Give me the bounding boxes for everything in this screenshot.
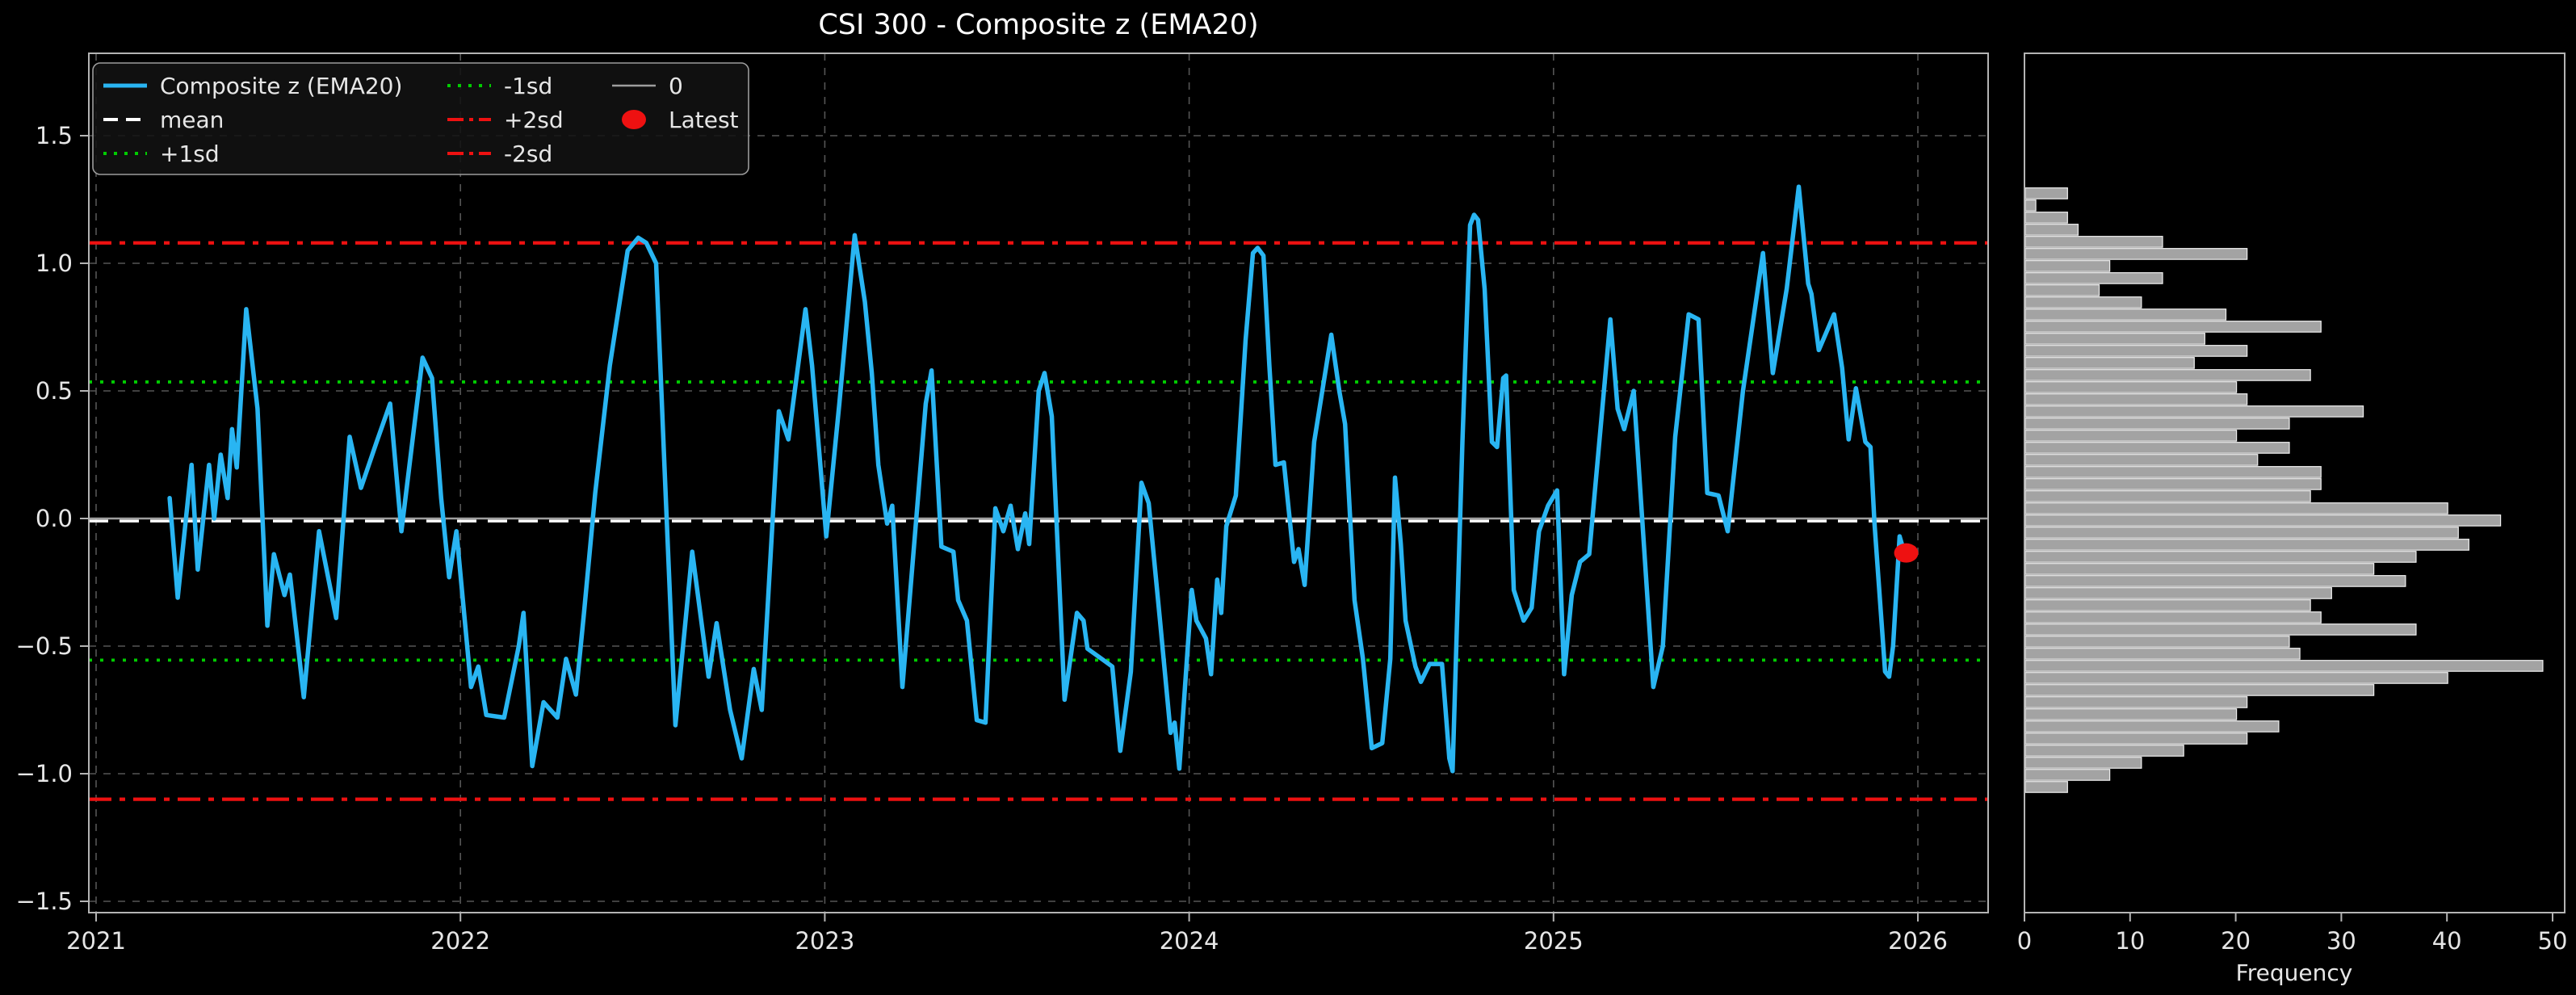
legend-item-label: Composite z (EMA20) (160, 73, 402, 99)
histogram-bar (2024, 418, 2290, 430)
legend-item-label: +2sd (504, 107, 564, 133)
hist-x-tick-label: 30 (2326, 927, 2356, 955)
histogram-bar (2024, 345, 2248, 357)
composite-z-series (167, 184, 1919, 774)
histogram-bar (2024, 321, 2322, 333)
page-title: CSI 300 - Composite z (EMA20) (818, 9, 1258, 41)
legend-latest-marker (622, 110, 646, 129)
histogram-bar (2024, 490, 2311, 502)
histogram-bar (2024, 454, 2259, 466)
histogram-bar (2024, 430, 2238, 442)
histogram-bar (2024, 405, 2364, 418)
histogram-bar (2024, 357, 2195, 369)
x-tick-label: 2024 (1160, 927, 1219, 955)
y-tick-label: 0.5 (36, 377, 73, 405)
reference-lines (89, 241, 1988, 801)
histogram-bar (2024, 636, 2290, 648)
histogram-bar (2024, 514, 2502, 527)
legend: Composite z (EMA20) mean +1sd -1sd +2sd -2sd 0… (92, 62, 749, 175)
histogram-bar (2024, 781, 2068, 793)
legend-box (92, 62, 749, 175)
histogram-bar (2024, 672, 2448, 684)
histogram-bar (2024, 527, 2459, 539)
hist-x-tick-label: 50 (2538, 927, 2568, 955)
x-tick-label: 2022 (430, 927, 490, 955)
histogram-bar (2024, 733, 2248, 745)
histogram-bar (2024, 757, 2142, 769)
latest-point-marker (1894, 543, 1919, 563)
histogram-bar (2024, 333, 2205, 345)
legend-item-label: -2sd (504, 141, 552, 167)
hist-x-tick-label: 20 (2221, 927, 2251, 955)
frequency-histogram (2024, 187, 2544, 793)
x-tick-label: 2025 (1524, 927, 1584, 955)
histogram-bar (2024, 611, 2322, 623)
histogram-bar (2024, 551, 2417, 563)
histogram-bar (2024, 648, 2301, 660)
y-tick-label: −1.0 (16, 760, 73, 787)
histogram-bar (2024, 745, 2184, 757)
y-tick-label: 1.0 (36, 250, 73, 277)
histogram-bar (2024, 478, 2322, 490)
histogram-bar (2024, 199, 2037, 212)
legend-item-label: 0 (669, 73, 683, 99)
histogram-bar (2024, 563, 2375, 575)
histogram-bar (2024, 599, 2311, 611)
main-plot-frame (88, 52, 1989, 913)
histogram-bar (2024, 369, 2311, 381)
histogram-bar (2024, 260, 2111, 272)
histogram-bar (2024, 502, 2448, 514)
histogram-bar (2024, 684, 2375, 696)
composite-z-line (167, 184, 1907, 774)
histogram-bar (2024, 212, 2068, 224)
histogram-bar (2024, 466, 2322, 478)
legend-item-label: mean (160, 107, 224, 133)
histogram-bar (2024, 708, 2238, 720)
y-tick-label: 1.5 (36, 122, 73, 149)
axes-frames-ticks: 2021 2022 2023 2024 2025 2026 1.5 1.0 0.5 0.0 −0.5… (16, 52, 2568, 955)
hist-x-tick-label: 10 (2115, 927, 2145, 955)
histogram-bar (2024, 623, 2417, 636)
y-tick-label: −0.5 (16, 632, 73, 660)
histogram-bar (2024, 381, 2238, 393)
histogram-bar (2024, 539, 2469, 551)
histogram-bar (2024, 696, 2248, 708)
histogram-bar (2024, 187, 2068, 199)
histogram-bar (2024, 587, 2332, 599)
histogram-bar (2024, 296, 2142, 309)
hist-x-tick-label: 0 (2017, 927, 2032, 955)
histogram-bar (2024, 720, 2280, 733)
histogram-bar (2024, 248, 2248, 260)
x-tick-label: 2026 (1888, 927, 1948, 955)
y-tick-label: −1.5 (16, 888, 73, 915)
legend-item-label: Latest (669, 107, 739, 133)
gridlines (89, 53, 1988, 913)
histogram-bar (2024, 272, 2163, 284)
histogram-bar (2024, 284, 2100, 296)
histogram-bar (2024, 442, 2290, 454)
histogram-bar (2024, 224, 2079, 236)
histogram-bar (2024, 309, 2227, 321)
histogram-bar (2024, 660, 2544, 672)
hist-xaxis-label: Frequency (2236, 959, 2353, 986)
histogram-bar (2024, 769, 2111, 781)
hist-x-tick-label: 40 (2432, 927, 2462, 955)
legend-item-label: +1sd (160, 141, 220, 167)
y-tick-label: 0.0 (36, 505, 73, 532)
histogram-bar (2024, 393, 2248, 405)
x-tick-label: 2023 (795, 927, 854, 955)
legend-item-label: -1sd (504, 73, 552, 99)
histogram-bar (2024, 575, 2406, 587)
x-tick-label: 2021 (66, 927, 126, 955)
hist-plot-frame (2024, 52, 2566, 913)
histogram-bar (2024, 236, 2163, 248)
